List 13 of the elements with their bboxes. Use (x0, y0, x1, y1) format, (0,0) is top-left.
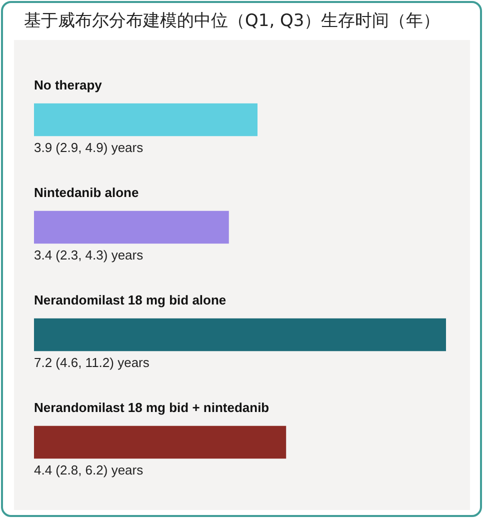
bar (34, 318, 446, 352)
y-tick-label: Nintedanib alone (34, 184, 139, 200)
data-label: 3.4 (2.3, 4.3) years (34, 247, 144, 262)
bar (34, 103, 258, 136)
data-label: 7.2 (4.6, 11.2) years (34, 354, 150, 370)
y-tick-label: Nerandomilast 18 mg bid alone (34, 292, 226, 308)
chart-title: 基于威布尔分布建模的中位（Q1, Q3）生存时间（年） (24, 10, 440, 32)
data-label: 4.4 (2.8, 6.2) years (34, 462, 144, 478)
y-tick-label: Nerandomilast 18 mg bid + nintedanib (34, 400, 270, 415)
y-tick-label: No therapy (34, 77, 103, 92)
data-label: 3.9 (2.9, 4.9) years (34, 140, 144, 155)
bar (34, 426, 286, 459)
bar (34, 210, 229, 244)
